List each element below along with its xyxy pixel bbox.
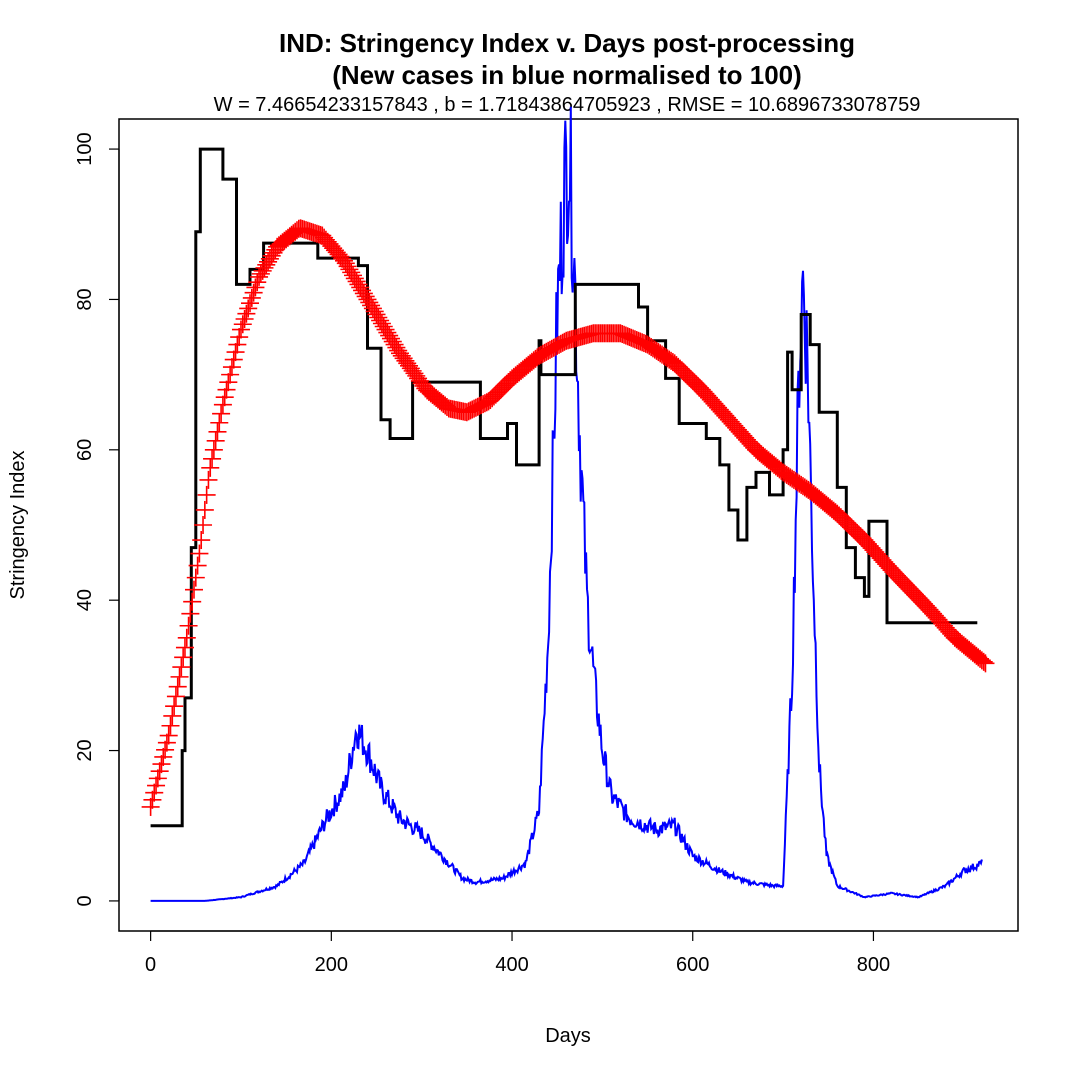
x-axis-label: Days	[545, 1025, 591, 1047]
series-fit-markers	[141, 219, 995, 816]
series-line-new-cases	[150, 106, 983, 902]
x-tick-label: 400	[495, 954, 528, 976]
x-tick-label: 600	[676, 954, 709, 976]
y-tick-label: 80	[74, 288, 96, 310]
chart-title-line2: (New cases in blue normalised to 100)	[332, 60, 802, 90]
x-tick-label: 200	[315, 954, 348, 976]
y-tick-label: 100	[74, 132, 96, 165]
y-tick-label: 40	[74, 589, 96, 611]
series-line-stringency	[150, 147, 978, 828]
chart-title-line1: IND: Stringency Index v. Days post-proce…	[279, 28, 855, 58]
y-tick-label: 20	[74, 739, 96, 761]
x-tick-label: 800	[857, 954, 890, 976]
y-tick-label: 60	[74, 439, 96, 461]
chart-subtitle: W = 7.46654233157843 , b = 1.71843864705…	[214, 94, 921, 116]
x-tick-label: 0	[145, 954, 156, 976]
plot-series	[141, 106, 995, 902]
y-axis: 0 20 40 60 80 100	[74, 132, 120, 906]
y-tick-label: 0	[74, 895, 96, 906]
y-axis-label: Stringency Index	[7, 451, 29, 600]
x-axis: 0 200 400 600 800	[145, 930, 890, 976]
plot-frame	[118, 118, 1019, 932]
